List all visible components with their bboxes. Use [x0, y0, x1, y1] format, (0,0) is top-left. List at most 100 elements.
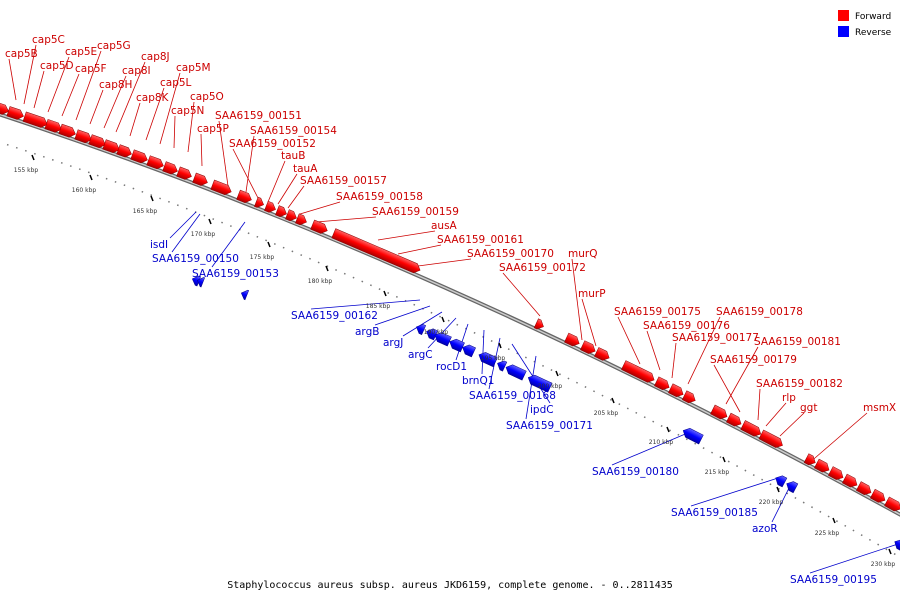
leader-line: [374, 305, 431, 326]
tick-mark: [555, 370, 559, 377]
reverse-feature: [462, 344, 476, 358]
forward-feature: [842, 473, 858, 488]
label-saa6159-00195: SAA6159_00195: [790, 574, 877, 586]
label-saa6159-00157: SAA6159_00157: [300, 175, 387, 187]
label-saa6159-00172: SAA6159_00172: [499, 262, 586, 274]
forward-feature: [654, 376, 670, 391]
leader-line: [646, 330, 661, 371]
label-ausa: ausA: [431, 220, 458, 232]
leader-line: [690, 477, 779, 507]
label-saa6159-00154: SAA6159_00154: [250, 125, 337, 137]
label-ipdc: ipdC: [530, 404, 554, 416]
label-saa6159-00153: SAA6159_00153: [192, 268, 279, 280]
label-cap5p: cap5P: [197, 123, 229, 135]
label-taua: tauA: [293, 163, 318, 175]
label-saa6159-00181: SAA6159_00181: [754, 336, 841, 348]
forward-feature: [310, 219, 328, 234]
tick-label: 230 kbp: [871, 561, 896, 568]
tick-mark: [498, 342, 502, 349]
leader-line: [8, 58, 17, 101]
forward-feature: [58, 123, 76, 138]
leader-line: [402, 311, 443, 337]
reverse-feature: [449, 338, 465, 353]
tick-ring: [0, 141, 900, 558]
leader-line: [502, 272, 541, 317]
tick-label: 225 kbp: [815, 530, 840, 537]
leader-line: [525, 355, 537, 420]
leader-line: [33, 70, 45, 109]
tick-mark: [208, 218, 212, 225]
leader-line: [103, 75, 127, 129]
legend-reverse-swatch: [838, 26, 849, 37]
label-cap5b: cap5B: [5, 48, 38, 60]
label-saa6159-00158: SAA6159_00158: [336, 191, 423, 203]
forward-feature: [146, 155, 164, 170]
leader-line: [397, 244, 442, 255]
leader-line: [779, 412, 805, 437]
label-saa6159-00151: SAA6159_00151: [215, 110, 302, 122]
tick-label: 195 kbp: [481, 355, 506, 362]
leader-line: [232, 148, 259, 199]
reverse-feature: [527, 374, 553, 393]
tick-mark: [611, 397, 615, 404]
leader-line: [129, 102, 141, 137]
tick-label: 170 kbp: [191, 231, 216, 238]
label-cap5l: cap5L: [160, 77, 192, 89]
label-cap5o: cap5O: [190, 91, 224, 103]
leader-line: [511, 343, 551, 404]
tick-label: 165 kbp: [133, 208, 158, 215]
backbone-highlight: [0, 113, 900, 516]
leader-line: [725, 346, 759, 405]
leader-line: [310, 299, 421, 310]
label-saa6159-00182: SAA6159_00182: [756, 378, 843, 390]
label-cap5c: cap5C: [32, 34, 65, 46]
forward-feature: [295, 213, 307, 226]
label-saa6159-00177: SAA6159_00177: [672, 332, 759, 344]
label-saa6159-00170: SAA6159_00170: [467, 248, 554, 260]
tick-mark: [31, 154, 35, 161]
label-argc: argC: [408, 349, 433, 361]
leader-line: [145, 87, 165, 141]
leader-line: [617, 316, 641, 365]
reverse-feature: [894, 539, 900, 552]
label-cap5g: cap5G: [97, 40, 131, 52]
leader-line: [75, 50, 102, 121]
forward-feature: [6, 106, 24, 120]
scale-ticks: 155 kbp 160 kbp 165 kbp 170 kbp 175 kbp 180 k…: [14, 154, 896, 568]
label-saa6159-00150: SAA6159_00150: [152, 253, 239, 265]
label-saa6159-00178: SAA6159_00178: [716, 306, 803, 318]
label-cap5f: cap5F: [75, 63, 107, 75]
forward-feature: [726, 412, 742, 427]
label-murq: murQ: [568, 248, 597, 260]
forward-feature: [44, 119, 62, 133]
label-cap8h: cap8H: [99, 79, 132, 91]
label-rlp: rlp: [782, 392, 796, 404]
tick-mark: [888, 548, 892, 555]
leader-line: [245, 135, 255, 193]
forward-feature: [803, 453, 816, 466]
tick-label: 220 kbp: [759, 499, 784, 506]
forward-feature: [0, 101, 9, 115]
leader-line: [807, 412, 868, 465]
reverse-feature: [505, 364, 527, 381]
feature-labels: cap5B cap5C cap5D cap5E cap5F cap5G cap8H cap8I…: [5, 34, 896, 586]
reverse-feature: [434, 332, 452, 347]
label-brnq1: brnQ1: [462, 375, 494, 387]
label-ggt: ggt: [800, 402, 817, 414]
leader-line: [571, 258, 583, 341]
leader-line: [581, 298, 597, 347]
reverse-feature: [786, 481, 799, 494]
reverse-feature: [240, 289, 250, 301]
features: [0, 101, 900, 552]
leader-line: [171, 213, 201, 253]
label-cap8i: cap8I: [122, 65, 151, 77]
leader-line: [61, 73, 80, 117]
tick-label: 160 kbp: [72, 187, 97, 194]
label-cap8j: cap8J: [141, 51, 170, 63]
reverse-feature: [196, 277, 205, 288]
leader-line: [159, 72, 181, 145]
tick-label: 175 kbp: [250, 254, 275, 261]
label-taub: tauB: [281, 150, 305, 162]
